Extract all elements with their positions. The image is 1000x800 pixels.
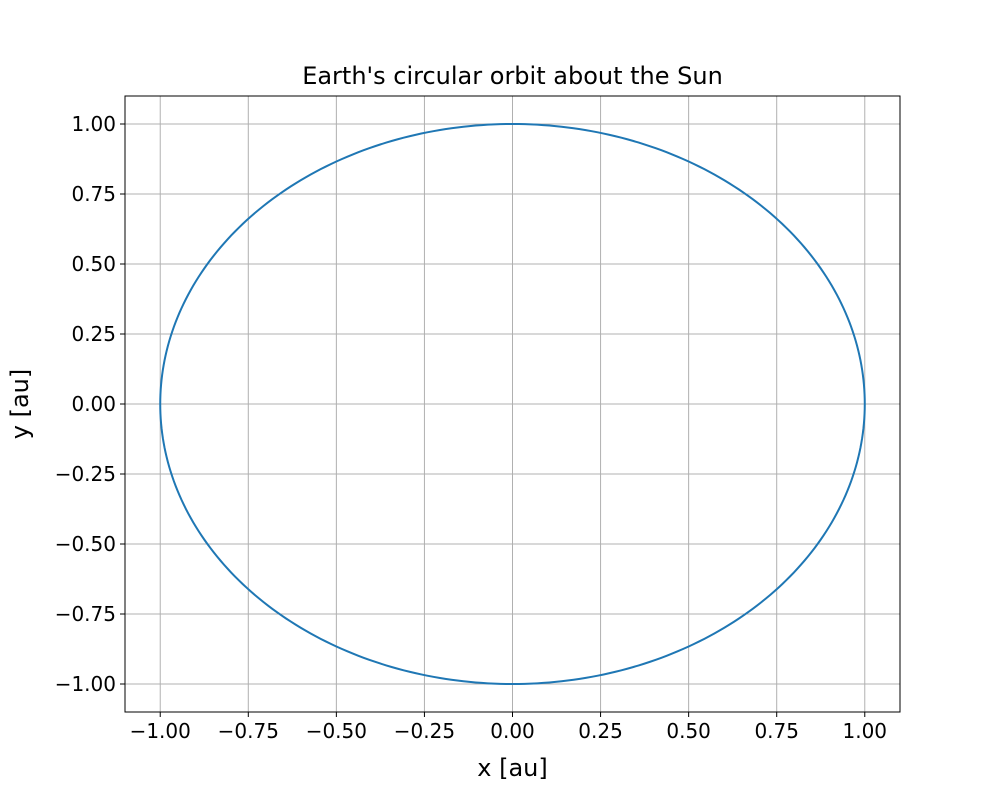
y-tick-label: 0.50 [71, 252, 116, 276]
x-tick-label: 0.50 [666, 719, 711, 743]
y-tick-label: −0.50 [55, 532, 116, 556]
y-tick-label: 0.00 [71, 392, 116, 416]
y-tick-label: −0.75 [55, 602, 116, 626]
y-tick-label: −0.25 [55, 462, 116, 486]
x-axis-title: x [au] [477, 754, 547, 782]
x-tick-label: 0.75 [754, 719, 799, 743]
x-tick-label: 0.25 [578, 719, 623, 743]
x-tick-label: −1.00 [130, 719, 191, 743]
series-layer [159, 122, 866, 686]
orbit-line [159, 122, 866, 686]
ticks: −1.00 −0.75 −0.50 −0.25 0.00 0.25 0.50 0.75 1.00… [55, 112, 887, 743]
x-tick-label: −0.75 [218, 719, 279, 743]
y-tick-label: 0.75 [71, 182, 116, 206]
x-tick-label: 0.00 [490, 719, 535, 743]
y-axis-title: y [au] [6, 369, 34, 439]
chart-title: Earth's circular orbit about the Sun [302, 62, 723, 90]
y-tick-label: −1.00 [55, 672, 116, 696]
y-tick-label: 0.25 [71, 322, 116, 346]
x-tick-label: 1.00 [843, 719, 888, 743]
y-tick-label: 1.00 [71, 112, 116, 136]
x-tick-label: −0.50 [306, 719, 367, 743]
x-tick-label: −0.25 [394, 719, 455, 743]
